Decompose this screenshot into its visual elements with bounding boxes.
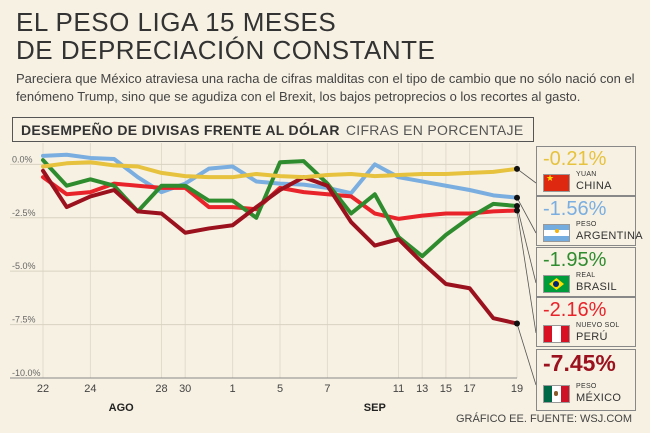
label-pct: -1.56%	[543, 198, 607, 220]
x-tick-label: 13	[416, 383, 428, 395]
title-line-1: EL PESO LIGA 15 MESES	[16, 7, 337, 37]
chart-units: CIFRAS EN PORCENTAJE	[345, 121, 524, 138]
leader-line-yuan	[516, 168, 537, 184]
leader-line-peso_mexicano	[516, 323, 537, 386]
x-tick-label: 28	[155, 383, 167, 395]
label-box-yuan: -0.21% ★ YUAN CHINA	[536, 146, 636, 196]
label-country: ARGENTINA	[576, 230, 643, 242]
label-country: MÉXICO	[576, 392, 622, 404]
end-dot-peso_mexicano	[514, 320, 520, 327]
label-country: CHINA	[576, 180, 612, 192]
x-tick-label: 22	[37, 383, 49, 395]
x-tick-label: 24	[84, 383, 96, 395]
x-tick-label: 1	[230, 383, 236, 395]
label-pct: -1.95%	[543, 249, 607, 271]
x-tick-label: 11	[393, 383, 404, 395]
x-tick-label: 15	[440, 383, 452, 395]
x-tick-label: 19	[511, 383, 523, 395]
brazil-flag-icon	[543, 275, 570, 293]
argentina-flag-icon	[543, 224, 570, 242]
page-title: EL PESO LIGA 15 MESES DE DEPRECIACIÓN CO…	[16, 8, 435, 64]
label-box-nuevo_sol: -2.16% NUEVO SOL PERÚ	[536, 297, 636, 347]
series-line-real	[41, 158, 519, 259]
leader-line-nuevo_sol	[516, 210, 537, 334]
series-line-yuan	[41, 160, 519, 180]
x-tick-label: 17	[463, 383, 475, 395]
end-dot-yuan	[514, 165, 520, 172]
china-flag-icon: ★	[543, 174, 570, 192]
mexico-flag-icon	[543, 385, 570, 403]
label-country: BRASIL	[576, 281, 617, 293]
y-tick-label: -2.5%	[12, 208, 36, 218]
label-currency: PESO	[576, 383, 597, 390]
label-currency: NUEVO SOL	[576, 322, 620, 329]
title-line-2: DE DEPRECIACIÓN CONSTANTE	[16, 35, 436, 65]
y-tick-label: -5.0%	[12, 261, 36, 271]
y-tick-label: -7.5%	[12, 315, 36, 325]
end-dot-peso_argentino	[514, 194, 520, 201]
chart-title: DESEMPEÑO DE DIVISAS FRENTE AL DÓLAR	[21, 121, 340, 138]
x-tick-label: 5	[277, 383, 283, 395]
source-footer: GRÁFICO EE. FUENTE: WSJ.COM	[455, 413, 632, 425]
chart-header: DESEMPEÑO DE DIVISAS FRENTE AL DÓLAR CIF…	[12, 117, 534, 142]
series-line-peso_mexicano	[41, 168, 519, 326]
x-tick-label: 30	[179, 383, 191, 395]
label-pct: -0.21%	[543, 148, 607, 170]
label-pct: -7.45%	[543, 350, 616, 376]
label-box-real: -1.95% REAL BRASIL	[536, 247, 636, 297]
subtitle: Pareciera que México atraviesa una racha…	[16, 71, 635, 104]
end-dot-nuevo_sol	[514, 207, 520, 214]
y-tick-label: -10.0%	[12, 368, 41, 378]
label-box-peso_argentino: -1.56% PESO ARGENTINA	[536, 196, 643, 246]
label-currency: REAL	[576, 272, 596, 279]
label-currency: YUAN	[576, 171, 597, 178]
leader-line-real	[516, 205, 537, 284]
month-label: AGO	[109, 402, 135, 414]
label-pct: -2.16%	[543, 299, 607, 321]
y-tick-label: 0.0%	[12, 154, 33, 164]
leader-line-peso_argentino	[516, 197, 537, 234]
month-label: SEP	[364, 402, 386, 414]
label-currency: PESO	[576, 221, 597, 228]
peru-flag-icon	[543, 325, 570, 343]
x-tick-label: 7	[324, 383, 330, 395]
end-dot-real	[514, 203, 520, 210]
label-country: PERÚ	[576, 331, 608, 343]
label-box-peso_mexicano: -7.45% PESO MÉXICO	[536, 349, 636, 411]
